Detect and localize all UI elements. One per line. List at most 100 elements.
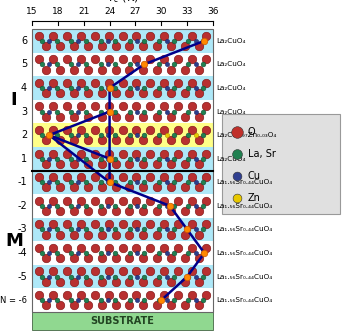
Text: 24: 24 bbox=[104, 7, 115, 16]
Text: La₂CuO₄: La₂CuO₄ bbox=[216, 109, 245, 115]
Point bbox=[107, 109, 112, 114]
Point bbox=[234, 173, 240, 179]
Point bbox=[189, 151, 195, 156]
Point bbox=[50, 221, 56, 227]
Point bbox=[112, 109, 118, 114]
Point bbox=[154, 208, 160, 214]
Point bbox=[161, 292, 167, 298]
Point bbox=[193, 156, 199, 161]
Point bbox=[141, 303, 146, 308]
Point bbox=[105, 62, 111, 67]
Point bbox=[50, 245, 56, 250]
Point bbox=[193, 62, 199, 67]
Point bbox=[46, 203, 52, 208]
Point bbox=[98, 85, 103, 91]
Point bbox=[36, 245, 42, 250]
Point bbox=[98, 62, 103, 67]
Bar bbox=[32, 123, 213, 147]
Point bbox=[164, 180, 169, 185]
Point bbox=[106, 80, 111, 86]
Point bbox=[83, 298, 89, 303]
Point bbox=[182, 138, 188, 143]
Point bbox=[57, 256, 63, 261]
Point bbox=[167, 203, 173, 208]
Point bbox=[154, 161, 160, 167]
Point bbox=[141, 208, 146, 214]
Point bbox=[182, 67, 188, 72]
Point bbox=[105, 203, 111, 208]
Point bbox=[156, 203, 162, 208]
Point bbox=[83, 133, 89, 138]
Point bbox=[127, 62, 133, 67]
Point bbox=[39, 109, 45, 114]
Point bbox=[57, 161, 63, 167]
Text: -1: -1 bbox=[18, 177, 27, 187]
Point bbox=[64, 292, 70, 298]
Point bbox=[171, 274, 176, 279]
Point bbox=[39, 38, 45, 43]
Point bbox=[171, 203, 176, 208]
Point bbox=[76, 274, 81, 279]
Point bbox=[69, 274, 74, 279]
Point bbox=[76, 298, 81, 303]
Point bbox=[98, 109, 103, 114]
Point bbox=[182, 208, 188, 214]
Point bbox=[175, 174, 181, 180]
Point bbox=[78, 80, 84, 86]
Point bbox=[182, 91, 188, 96]
Point bbox=[92, 127, 97, 133]
Point bbox=[39, 274, 45, 279]
Point bbox=[98, 133, 103, 138]
Bar bbox=[32, 52, 213, 76]
Point bbox=[141, 279, 146, 285]
Point bbox=[127, 138, 132, 143]
Point bbox=[127, 180, 133, 185]
Point bbox=[71, 67, 77, 72]
Point bbox=[175, 245, 181, 250]
Point bbox=[234, 129, 240, 135]
Point bbox=[85, 91, 91, 96]
Point bbox=[127, 298, 133, 303]
Point bbox=[148, 80, 153, 86]
Point bbox=[234, 195, 240, 201]
Point bbox=[64, 174, 70, 180]
Point bbox=[83, 109, 89, 114]
Point bbox=[54, 298, 60, 303]
Point bbox=[175, 221, 181, 227]
Text: 2: 2 bbox=[21, 130, 27, 140]
Point bbox=[36, 151, 42, 156]
Point bbox=[113, 67, 118, 72]
Point bbox=[171, 85, 176, 91]
Point bbox=[141, 256, 146, 261]
Point bbox=[85, 138, 91, 143]
Point bbox=[39, 62, 45, 67]
Point bbox=[57, 114, 63, 119]
Point bbox=[57, 43, 63, 49]
Point bbox=[99, 91, 104, 96]
Point bbox=[182, 303, 188, 308]
Point bbox=[50, 56, 56, 62]
Bar bbox=[222, 114, 340, 214]
Point bbox=[78, 245, 84, 250]
Point bbox=[127, 109, 133, 114]
Point bbox=[43, 208, 49, 214]
Point bbox=[57, 279, 63, 285]
Point bbox=[127, 279, 132, 285]
Point bbox=[164, 38, 169, 43]
Point bbox=[182, 185, 188, 190]
Point bbox=[36, 269, 42, 274]
Point bbox=[113, 185, 118, 190]
Point bbox=[76, 156, 81, 161]
Point bbox=[120, 80, 125, 86]
Point bbox=[83, 85, 89, 91]
Point bbox=[78, 151, 84, 156]
Point bbox=[168, 208, 174, 214]
Point bbox=[193, 298, 199, 303]
Point bbox=[186, 38, 191, 43]
Point bbox=[141, 161, 146, 167]
Point bbox=[43, 256, 49, 261]
Point bbox=[36, 198, 42, 203]
Point bbox=[184, 274, 190, 279]
Point bbox=[148, 292, 153, 298]
Point bbox=[69, 298, 74, 303]
